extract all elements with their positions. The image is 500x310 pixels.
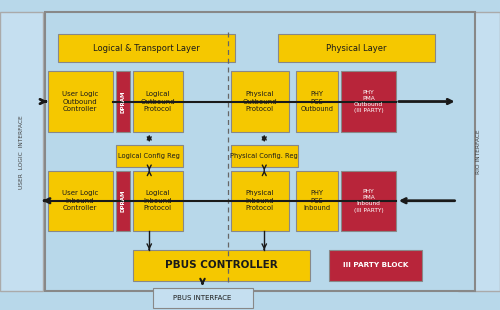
Text: PHY
PCS
Inbound: PHY PCS Inbound [303, 190, 330, 211]
Bar [58, 34, 235, 62]
Bar [116, 71, 130, 132]
Bar [48, 71, 112, 132]
Text: RIO INTERFACE: RIO INTERFACE [476, 130, 481, 174]
Text: PBUS CONTROLLER: PBUS CONTROLLER [165, 260, 278, 270]
Text: Physical
Inbound
Protocol: Physical Inbound Protocol [246, 190, 274, 211]
Bar [341, 71, 396, 132]
Bar [296, 170, 338, 231]
Bar [48, 170, 112, 231]
Text: DPRAM: DPRAM [120, 90, 126, 113]
Bar [116, 145, 182, 167]
Text: Physical Layer: Physical Layer [326, 43, 386, 53]
Bar [0, 12, 42, 291]
Text: User Logic
Inbound
Controller: User Logic Inbound Controller [62, 190, 98, 211]
Text: PHY
PMA
Outbound
(III PARTY): PHY PMA Outbound (III PARTY) [354, 90, 384, 113]
Bar [296, 71, 338, 132]
Bar [132, 170, 182, 231]
Bar [152, 288, 252, 308]
Text: Logical & Transport Layer: Logical & Transport Layer [93, 43, 200, 53]
Text: III PARTY BLOCK: III PARTY BLOCK [342, 262, 408, 268]
Bar [132, 250, 310, 281]
Text: Logical
Inbound
Protocol: Logical Inbound Protocol [144, 190, 172, 211]
Bar [132, 71, 182, 132]
Text: Logical
Outbound
Protocol: Logical Outbound Protocol [140, 91, 175, 112]
Bar [116, 170, 130, 231]
Bar [231, 71, 288, 132]
Text: DPRAM: DPRAM [120, 189, 126, 212]
Bar [231, 145, 298, 167]
Text: Physical
Outbound
Protocol: Physical Outbound Protocol [242, 91, 277, 112]
Bar [45, 12, 475, 291]
Bar [341, 170, 396, 231]
Bar [458, 12, 500, 291]
Bar [278, 34, 435, 62]
Text: USER  LOGIC  INTERFACE: USER LOGIC INTERFACE [18, 115, 24, 189]
Bar [329, 250, 422, 281]
Text: Logical Config Reg: Logical Config Reg [118, 153, 180, 159]
Text: PHY
PCS
Outbound: PHY PCS Outbound [300, 91, 333, 112]
Text: PBUS INTERFACE: PBUS INTERFACE [174, 295, 232, 301]
Bar [231, 170, 288, 231]
Text: PHY
PMA
Inbound
(III PARTY): PHY PMA Inbound (III PARTY) [354, 189, 384, 213]
Text: Physical Config. Reg: Physical Config. Reg [230, 153, 298, 159]
Text: User Logic
Outbound
Controller: User Logic Outbound Controller [62, 91, 98, 112]
